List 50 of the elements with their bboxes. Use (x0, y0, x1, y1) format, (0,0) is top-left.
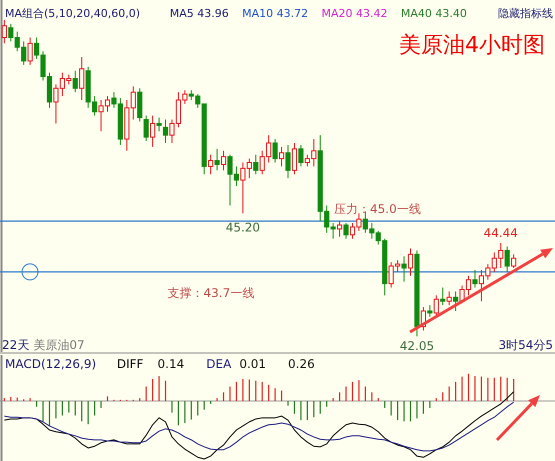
candlestick (208, 154, 214, 175)
text: 0.26 (288, 357, 315, 371)
annotation: MA10 43.72 (242, 7, 308, 20)
text: DIFF (116, 357, 144, 371)
text: DEA (206, 357, 232, 371)
candlestick (278, 146, 284, 167)
annotation: 22天 (2, 338, 30, 352)
candlestick (401, 256, 407, 282)
candlestick (162, 119, 168, 144)
ref-line-label: 支撑：43.7一线 (168, 286, 254, 300)
candlestick (272, 138, 278, 164)
annotation: MA20 43.42 (322, 7, 388, 20)
candlestick (427, 304, 432, 318)
annotation: 3时54分5 (498, 338, 553, 352)
candlestick (156, 117, 162, 132)
annotation: 42.05 (400, 339, 434, 353)
candlestick (504, 246, 510, 272)
candlestick (214, 148, 220, 171)
candlestick (292, 142, 298, 175)
text: 0.01 (239, 357, 266, 371)
candlestick (472, 269, 478, 288)
annotation: 隐藏指标线 (498, 7, 553, 20)
candlestick (144, 115, 149, 142)
text: 0.14 (158, 357, 184, 371)
candlestick (343, 222, 349, 240)
annotation: MA5 43.96 (170, 7, 229, 20)
candlestick (511, 254, 516, 269)
candlestick (253, 154, 258, 175)
candlestick (220, 150, 226, 171)
ref-line-label: 压力：45.0一线 (334, 202, 421, 216)
chart-title: MACD(12,26,9) (5, 357, 96, 371)
annotation: 美原油07 (33, 338, 85, 352)
candlestick (408, 248, 414, 276)
candlestick (453, 290, 458, 312)
candlestick (28, 37, 33, 66)
candlestick (434, 294, 439, 318)
candlestick (285, 144, 291, 179)
annotation: 45.20 (226, 220, 260, 234)
candlestick (336, 220, 342, 238)
candlestick (150, 115, 156, 148)
text: 美原油4小时图 (399, 33, 545, 58)
candlestick (72, 70, 78, 93)
annotation: 44.44 (484, 226, 518, 240)
candlestick (2, 19, 7, 44)
candlestick (440, 287, 446, 306)
candlestick (79, 56, 84, 101)
candlestick (298, 144, 304, 167)
candlestick (446, 290, 452, 306)
annotation: MA40 43.40 (400, 7, 467, 20)
annotation: MA组合(5,10,20,40,60,0) (5, 7, 140, 20)
